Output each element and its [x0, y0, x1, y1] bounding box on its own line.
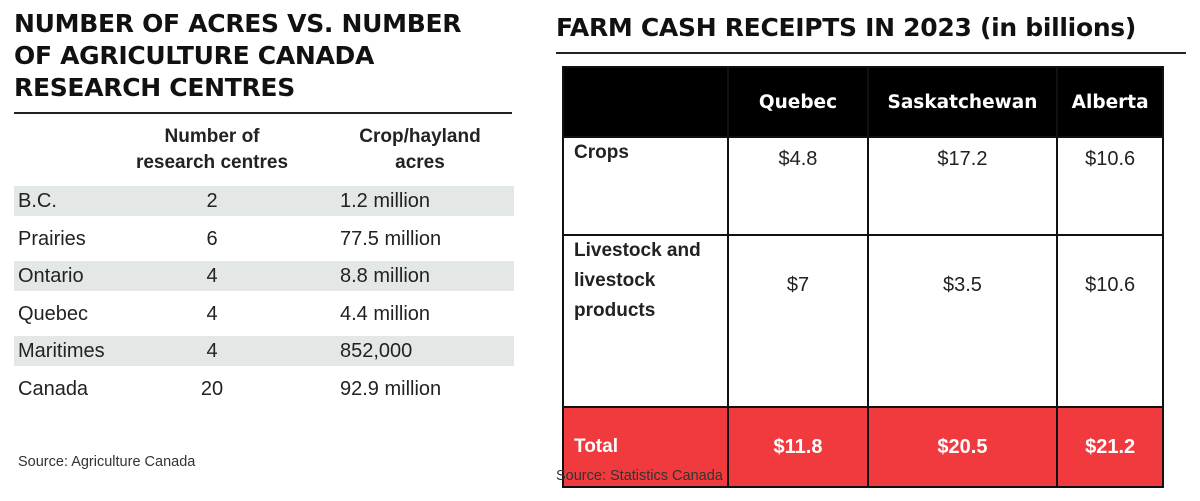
acres-cell: 77.5 million	[340, 227, 442, 250]
col-header-acres: Crop/hayland acres	[330, 124, 510, 176]
row-label-livestock-line-3: products	[574, 300, 656, 321]
region-cell: Quebec	[18, 302, 89, 325]
left-title-line-1: NUMBER OF ACRES VS. NUMBER	[14, 9, 462, 38]
total-cell: $20.5	[866, 406, 1059, 488]
region-cell: B.C.	[18, 190, 57, 212]
region-cell: Canada	[18, 377, 89, 400]
table-row: Canada 20 92.9 million	[14, 374, 514, 404]
col-header-acres-line-2: acres	[395, 152, 445, 173]
row-label-livestock-line-2: livestock	[574, 270, 656, 291]
table-row: Maritimes 4 852,000	[14, 336, 514, 366]
centres-cell: 4	[206, 302, 218, 325]
total-cell: $21.2	[1056, 406, 1164, 488]
acres-cell: 92.9 million	[340, 377, 442, 400]
region-cell: Maritimes	[18, 340, 105, 362]
left-title-line-2: OF AGRICULTURE CANADA	[14, 41, 375, 70]
header-corner-cell	[561, 66, 730, 138]
acres-cell: 1.2 million	[340, 190, 431, 212]
col-header-centres-line-2: research centres	[135, 152, 289, 173]
col-header-alberta: Alberta	[1056, 66, 1164, 138]
col-header-centres-line-1: Number of	[164, 126, 260, 147]
right-title-rule	[556, 52, 1186, 54]
farm-receipts-panel: FARM CASH RECEIPTS IN 2023 (in billions)…	[556, 0, 1186, 488]
acres-cell: 4.4 million	[340, 302, 431, 325]
table-row: Quebec 4 4.4 million	[14, 299, 514, 329]
research-centres-panel: NUMBER OF ACRES VS. NUMBER OF AGRICULTUR…	[14, 0, 516, 470]
table-row: B.C. 2 1.2 million	[14, 186, 514, 216]
value-cell: $10.6	[1056, 234, 1164, 408]
left-table-header: Number of research centres Crop/hayland …	[14, 124, 516, 186]
left-source-note: Source: Agriculture Canada	[18, 454, 196, 470]
left-title-line-3: RESEARCH CENTRES	[14, 73, 295, 102]
row-label-livestock-line-1: Livestock and	[574, 240, 701, 261]
row-label-livestock: Livestock and livestock products	[561, 234, 730, 408]
col-header-quebec: Quebec	[727, 66, 869, 138]
value-cell: $10.6	[1056, 136, 1164, 236]
centres-cell: 6	[206, 227, 218, 250]
col-header-saskatchewan: Saskatchewan	[866, 66, 1059, 138]
left-title: NUMBER OF ACRES VS. NUMBER OF AGRICULTUR…	[14, 8, 484, 104]
receipts-table: Quebec Saskatchewan Alberta Crops $4.8 $…	[561, 66, 1164, 488]
table-row: Crops $4.8 $17.2 $10.6	[561, 136, 1164, 236]
table-row: Prairies 6 77.5 million	[14, 224, 514, 254]
left-table-body: B.C. 2 1.2 million Prairies 6 77.5 milli…	[14, 186, 516, 404]
col-header-centres: Number of research centres	[122, 124, 302, 176]
acres-cell: 8.8 million	[340, 265, 431, 287]
centres-cell: 4	[206, 340, 218, 362]
right-source-note: Source: Statistics Canada	[556, 468, 723, 484]
value-cell: $17.2	[866, 136, 1059, 236]
centres-cell: 4	[206, 265, 218, 287]
total-row: Total $11.8 $20.5 $21.2	[561, 406, 1164, 488]
acres-cell: 852,000	[340, 340, 413, 362]
col-header-acres-line-1: Crop/hayland	[359, 126, 481, 147]
right-title: FARM CASH RECEIPTS IN 2023 (in billions)	[556, 13, 1137, 42]
total-cell: $11.8	[727, 406, 869, 488]
value-cell: $4.8	[727, 136, 869, 236]
centres-cell: 20	[200, 377, 224, 400]
row-label-crops: Crops	[561, 136, 730, 236]
region-cell: Prairies	[18, 227, 86, 250]
value-cell: $7	[727, 234, 869, 408]
centres-cell: 2	[206, 190, 218, 212]
region-cell: Ontario	[18, 265, 84, 287]
table-row: Ontario 4 8.8 million	[14, 261, 514, 291]
value-cell: $3.5	[866, 234, 1059, 408]
left-title-rule	[14, 112, 512, 114]
row-label-total: Total	[561, 406, 730, 488]
table-header-row: Quebec Saskatchewan Alberta	[561, 66, 1164, 138]
table-row: Livestock and livestock products $7 $3.5…	[561, 234, 1164, 408]
